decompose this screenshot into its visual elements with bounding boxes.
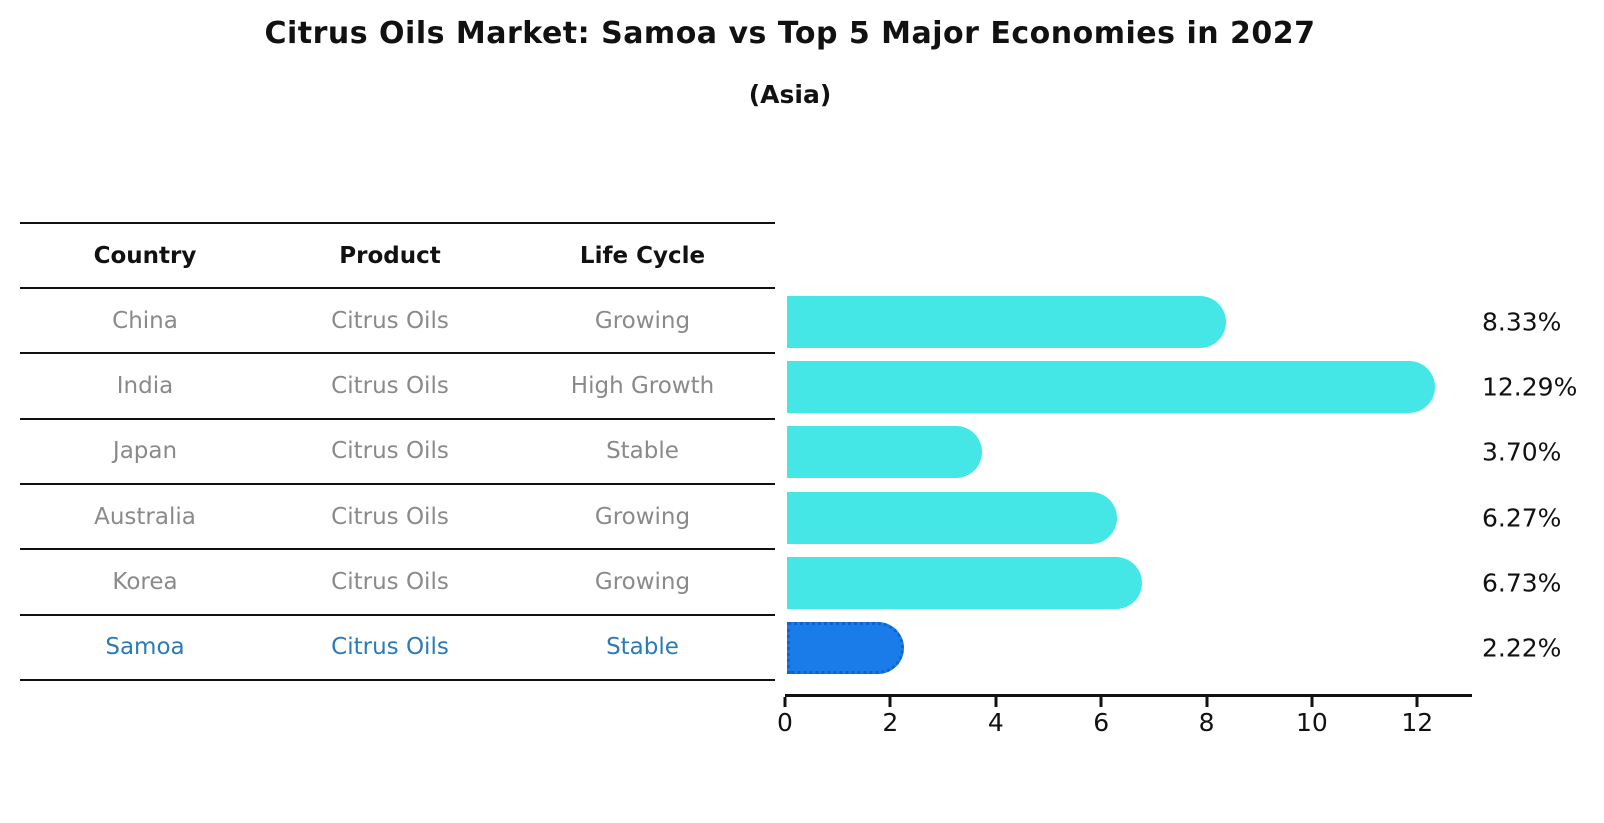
bar-value-label: 2.22% (1482, 633, 1562, 663)
bar-value-label: 6.27% (1482, 503, 1562, 533)
table-cell-life-cycle: Growing (594, 307, 691, 334)
table-cell-country: Korea (112, 568, 178, 595)
x-axis-tick-label: 6 (1093, 708, 1110, 737)
table-cell-country: China (112, 307, 178, 334)
bars-layer (787, 289, 1477, 681)
table-cell-product: Citrus Oils (331, 503, 449, 530)
table-cell-country: Australia (94, 503, 196, 530)
chart-subtitle: (Asia) (748, 80, 832, 109)
x-axis-tick (888, 697, 892, 707)
table-row-samoa: Samoa Citrus Oils Stable (20, 616, 775, 681)
table-row-korea: Korea Citrus Oils Growing (20, 550, 775, 616)
x-axis-tick (1415, 697, 1419, 707)
x-axis-tick-label: 4 (987, 708, 1004, 737)
bar-india (787, 360, 1435, 413)
bar-japan (787, 426, 982, 479)
x-axis-tick (783, 697, 787, 707)
bar-china (787, 295, 1226, 348)
bar-korea (787, 556, 1142, 609)
table-cell-life-cycle: High Growth (570, 372, 715, 399)
table-cell-product: Citrus Oils (331, 438, 449, 465)
table-row-china: China Citrus Oils Growing (20, 289, 775, 355)
table-row-australia: Australia Citrus Oils Growing (20, 485, 775, 551)
table-cell-country: Japan (112, 438, 178, 465)
country-table: Country Product Life Cycle China Citrus O… (20, 222, 775, 681)
x-axis (785, 694, 1472, 697)
table-cell-life-cycle: Growing (594, 503, 691, 530)
table-header-row: Country Product Life Cycle (20, 224, 775, 289)
table-cell-product: Citrus Oils (331, 568, 449, 595)
table-cell-product: Citrus Oils (331, 372, 449, 399)
x-axis-tick-label: 8 (1198, 708, 1215, 737)
table-cell-product: Citrus Oils (331, 634, 449, 661)
table-row-japan: Japan Citrus Oils Stable (20, 420, 775, 485)
x-axis-tick-label: 0 (777, 708, 793, 737)
table-header-country: Country (93, 242, 197, 269)
bar-value-label: 12.29% (1482, 372, 1578, 402)
x-axis-tick-label: 2 (882, 708, 899, 737)
table-cell-product: Citrus Oils (331, 307, 449, 334)
table-cell-life-cycle: Stable (606, 438, 679, 465)
table-header-product: Product (339, 242, 441, 269)
table-cell-life-cycle: Stable (606, 634, 679, 661)
x-axis-tick (1310, 697, 1314, 707)
table-cell-country: Samoa (105, 634, 185, 661)
x-axis-tick (1205, 697, 1209, 707)
chart-title: Citrus Oils Market: Samoa vs Top 5 Major… (264, 16, 1316, 51)
x-axis-tick (994, 697, 998, 707)
table-cell-life-cycle: Growing (594, 568, 691, 595)
x-axis-tick-label: 10 (1296, 708, 1328, 737)
x-axis-tick (1099, 697, 1103, 707)
x-axis-tick-label: 12 (1401, 708, 1434, 737)
bar-value-label: 3.70% (1482, 437, 1562, 467)
bar-value-label: 8.33% (1482, 307, 1562, 337)
table-header-life-cycle: Life Cycle (579, 242, 706, 269)
bar-value-label: 6.73% (1482, 568, 1562, 598)
table-cell-country: India (116, 372, 174, 399)
table-row-india: India Citrus Oils High Growth (20, 354, 775, 420)
table-body: China Citrus Oils Growing India Citrus Oils H… (20, 289, 775, 681)
bar-samoa (787, 622, 904, 675)
bar-australia (787, 491, 1118, 544)
